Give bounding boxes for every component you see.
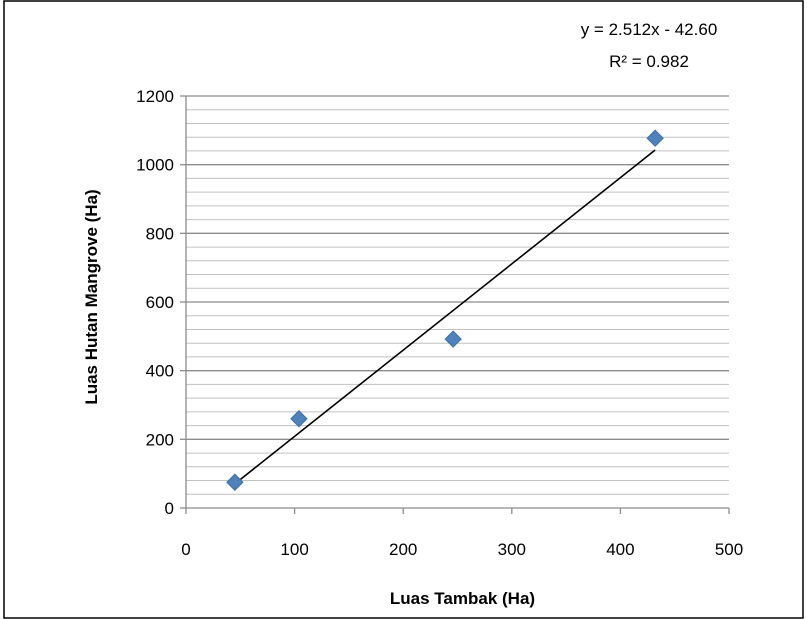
y-tick-label: 0 xyxy=(165,499,174,518)
data-point xyxy=(444,330,462,348)
data-point xyxy=(226,473,244,491)
y-tick-label: 600 xyxy=(146,293,174,312)
trendline xyxy=(234,149,656,485)
x-tick-label: 400 xyxy=(606,540,634,559)
x-tick-label: 100 xyxy=(280,540,308,559)
data-points xyxy=(226,129,664,491)
gridlines xyxy=(186,95,729,495)
y-tick-label: 1200 xyxy=(136,87,174,106)
trendline-equation: y = 2.512x - 42.60 xyxy=(581,20,718,39)
y-tick-label: 1000 xyxy=(136,156,174,175)
y-axis-title: Luas Hutan Mangrove (Ha) xyxy=(82,189,101,404)
y-tick-label: 800 xyxy=(146,224,174,243)
x-tick-label: 300 xyxy=(498,540,526,559)
data-point xyxy=(646,129,664,147)
axes xyxy=(180,95,730,514)
x-tick-label: 200 xyxy=(389,540,417,559)
x-tick-label: 0 xyxy=(181,540,190,559)
x-axis-title: Luas Tambak (Ha) xyxy=(390,589,535,608)
y-tick-label: 200 xyxy=(146,430,174,449)
data-point xyxy=(290,410,308,428)
y-tick-label: 400 xyxy=(146,362,174,381)
trendline-r-squared: R² = 0.982 xyxy=(609,52,689,71)
tick-labels: 0 200 400 600 800 1000 1200 0 100 200 300 400 500 xyxy=(136,87,743,559)
trendline-layer xyxy=(234,149,656,485)
x-tick-label: 500 xyxy=(715,540,743,559)
chart-border xyxy=(3,0,804,619)
